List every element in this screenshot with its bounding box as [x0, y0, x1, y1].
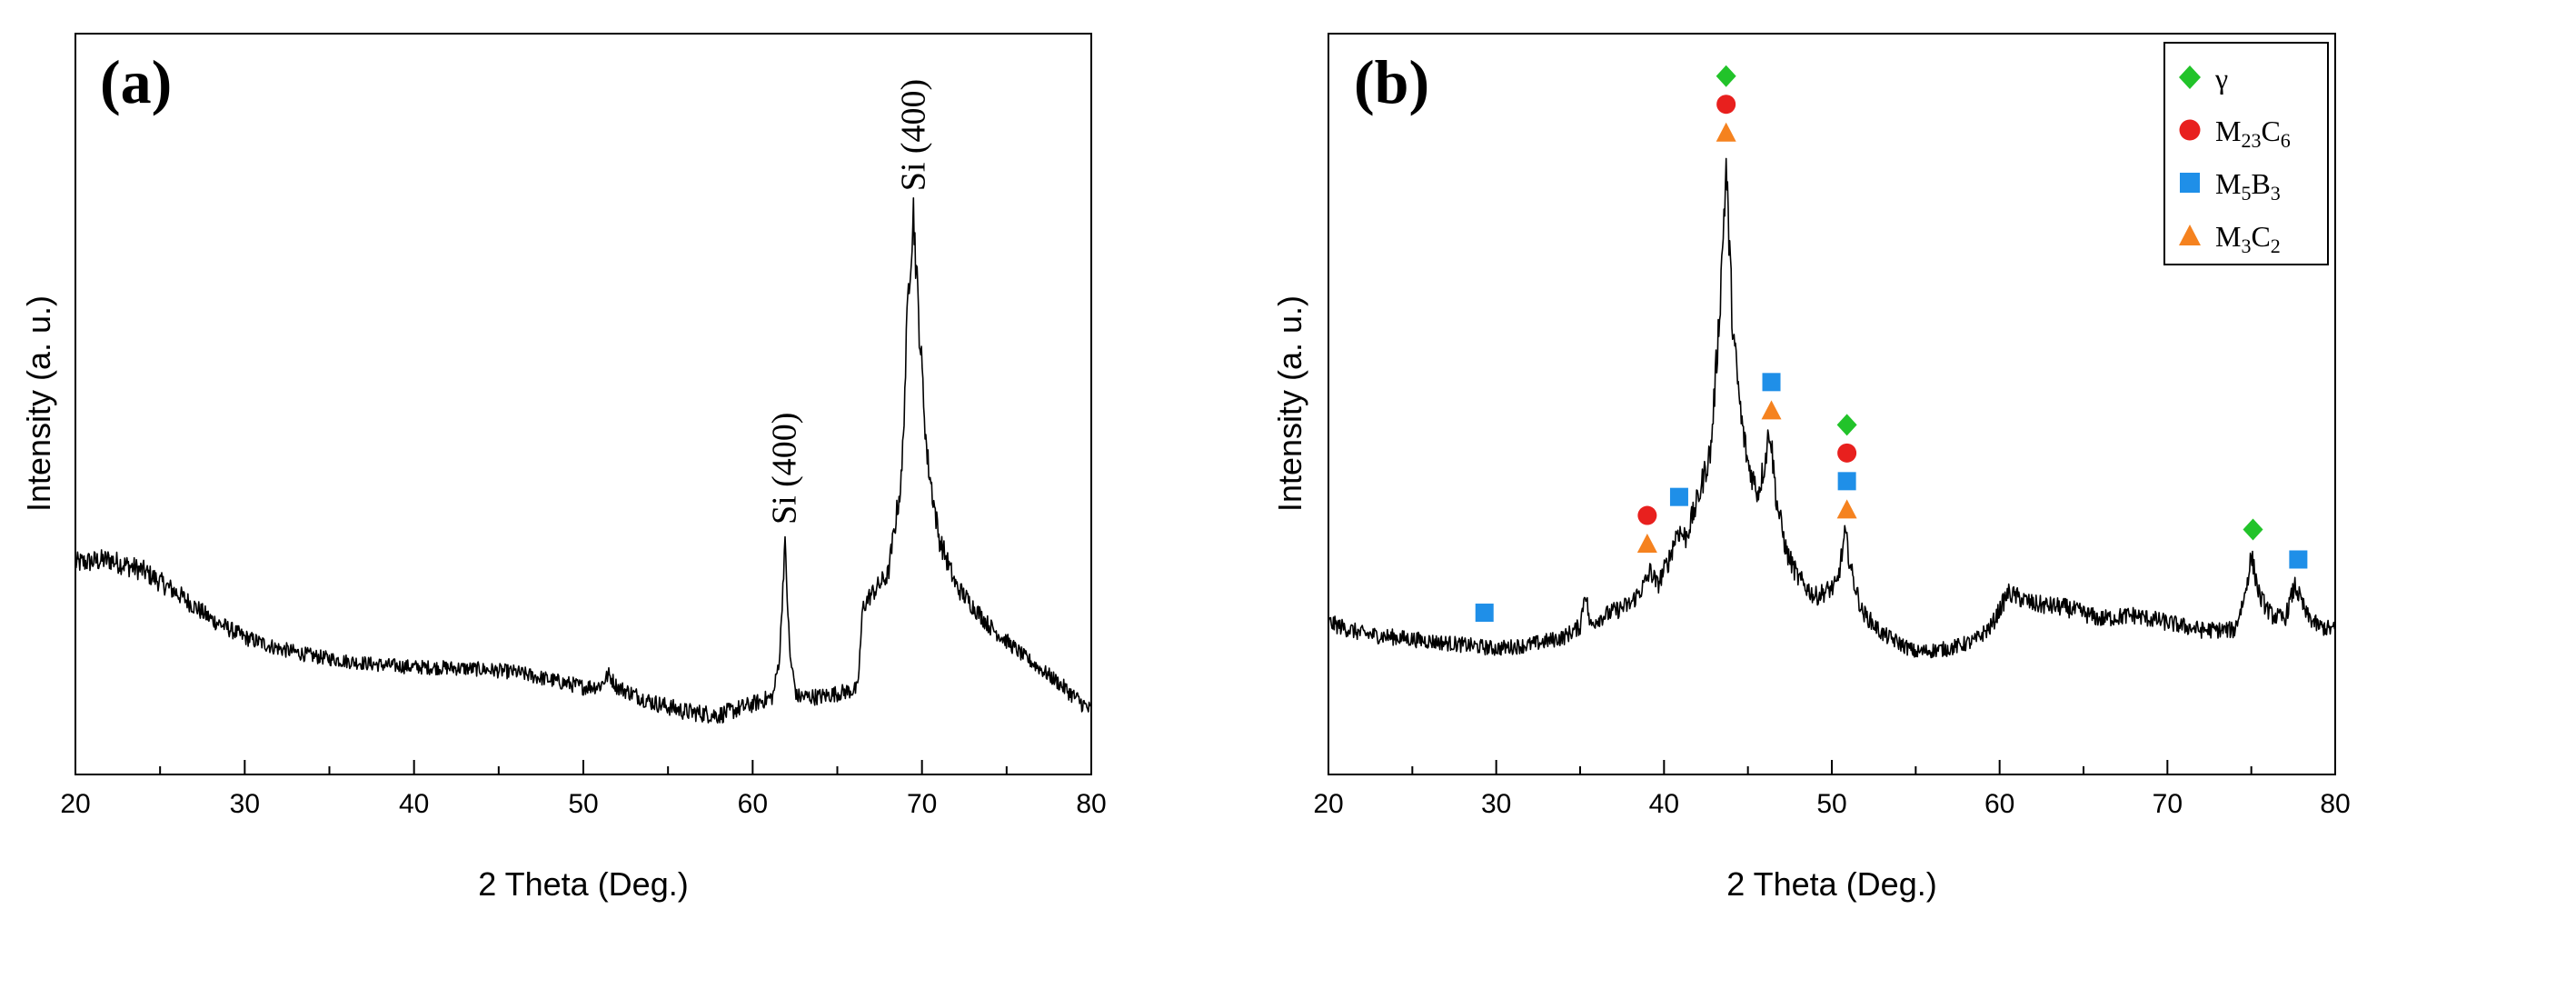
- x-tick-label: 60: [738, 789, 768, 819]
- diamond-phase-marker: [1716, 65, 1736, 87]
- x-tick-label: 30: [230, 789, 260, 819]
- triangle-phase-marker: [1836, 499, 1857, 519]
- triangle-phase-marker: [1716, 122, 1736, 142]
- panel-label-a: (a): [100, 47, 172, 116]
- chart-panel-a: 20 30 40 50 60 70 80 Si (400) Si (400) (a) 2 Th…: [20, 33, 1107, 903]
- chart-panel-b: 20 30 40 50 60 70 80 (b) 2 Theta (Deg.) Intens…: [1271, 33, 2351, 903]
- x-tick-label: 50: [568, 789, 598, 819]
- legend-diamond-icon: [2179, 65, 2201, 89]
- legend-label-part: M: [2215, 220, 2241, 253]
- legend-label-part: 2: [2271, 235, 2281, 257]
- x-tick-labels-a: 20 30 40 50 60 70 80: [60, 789, 1106, 819]
- legend-b: γ M23​C6​ M5​B3​ M3​C2​: [2163, 42, 2329, 265]
- square-phase-marker: [1475, 604, 1494, 623]
- x-tick-label: 80: [1076, 789, 1106, 819]
- legend-circle-icon: [2179, 119, 2201, 141]
- triangle-phase-marker: [1636, 534, 1657, 554]
- square-phase-marker: [1837, 472, 1856, 491]
- x-tick-label: 30: [1481, 789, 1511, 819]
- legend-label: γ: [2214, 62, 2228, 95]
- peak-annotation: Si (400): [766, 413, 804, 525]
- diamond-phase-marker: [1836, 414, 1857, 436]
- legend-label-part: B: [2251, 167, 2270, 200]
- peak-annotations-a: Si (400) Si (400): [766, 79, 933, 524]
- x-tick-label: 20: [1313, 789, 1343, 819]
- x-ticks-b: [1328, 760, 2336, 774]
- x-tick-label: 40: [1649, 789, 1679, 819]
- square-phase-marker: [2289, 550, 2308, 569]
- square-phase-marker: [1762, 373, 1781, 392]
- y-axis-label-a: Intensity (a. u.): [20, 295, 57, 512]
- legend-label-part: 3: [2271, 182, 2281, 205]
- legend-label-part: 3: [2241, 235, 2251, 257]
- panel-label-b: (b): [1354, 47, 1429, 116]
- legend-label: M3​C2​: [2215, 220, 2281, 257]
- y-axis-label-b: Intensity (a. u.): [1271, 295, 1308, 512]
- x-axis-label-a: 2 Theta (Deg.): [478, 865, 688, 903]
- legend-label-part: 6: [2281, 129, 2291, 152]
- x-tick-label: 20: [60, 789, 90, 819]
- square-phase-marker: [1669, 487, 1688, 506]
- legend-label-part: M: [2215, 115, 2241, 147]
- legend-label-part: γ: [2214, 62, 2228, 95]
- phase-peak-markers-b: [1475, 65, 2308, 623]
- diamond-phase-marker: [2243, 518, 2263, 541]
- plot-frame-a: [75, 33, 1092, 775]
- x-tick-labels-b: 20 30 40 50 60 70 80: [1313, 789, 2350, 819]
- x-ticks-a: [75, 760, 1092, 774]
- legend-triangle-icon: [2179, 225, 2201, 245]
- legend-label: M5​B3​: [2215, 167, 2281, 205]
- legend-square-icon: [2180, 173, 2200, 193]
- x-tick-label: 70: [2153, 789, 2183, 819]
- legend-label-part: 5: [2241, 182, 2251, 205]
- circle-phase-marker: [1837, 443, 1857, 463]
- legend-label-part: M: [2215, 167, 2241, 200]
- legend-label-part: C: [2261, 115, 2280, 147]
- xrd-trace-b: [1328, 157, 2336, 659]
- x-tick-label: 40: [399, 789, 429, 819]
- circle-phase-marker: [1637, 505, 1657, 525]
- legend-label-part: C: [2251, 220, 2270, 253]
- triangle-phase-marker: [1761, 400, 1782, 420]
- x-tick-label: 80: [2320, 789, 2350, 819]
- xrd-trace-a: [75, 197, 1092, 724]
- x-tick-label: 70: [907, 789, 937, 819]
- x-axis-label-b: 2 Theta (Deg.): [1726, 865, 1936, 903]
- x-tick-label: 50: [1816, 789, 1846, 819]
- x-tick-label: 60: [1984, 789, 2014, 819]
- peak-annotation: Si (400): [894, 79, 932, 192]
- circle-phase-marker: [1716, 95, 1736, 115]
- legend-label-part: 23: [2241, 129, 2261, 152]
- legend-label: M23​C6​: [2215, 115, 2291, 152]
